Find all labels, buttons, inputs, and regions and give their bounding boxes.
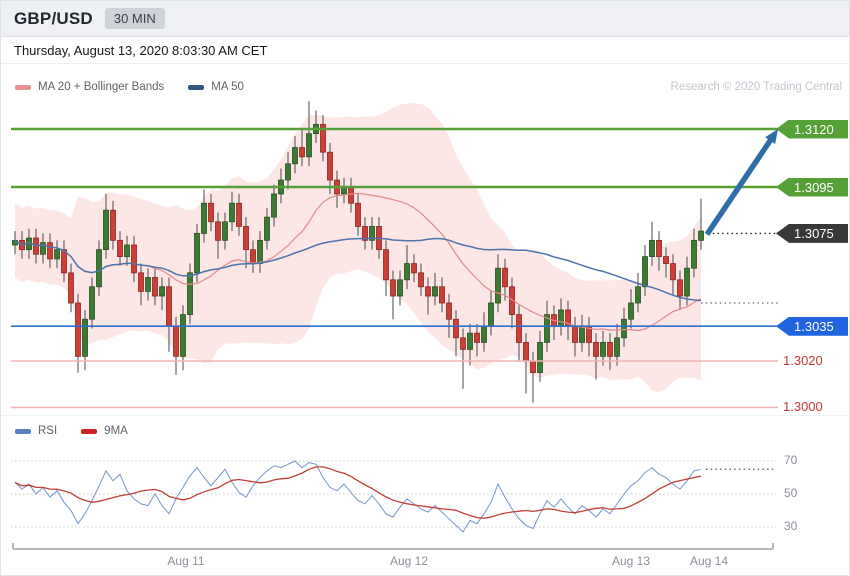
price-label-support-1-3020: 1.3020 [783, 353, 823, 368]
legend-item-rsi: RSI [15, 425, 57, 437]
x-axis-label-aug13: Aug 13 [611, 554, 651, 568]
rsi-axis-label-30: 30 [784, 519, 798, 533]
x-axis-label-aug14: Aug 14 [689, 554, 729, 568]
symbol-title: GBP/USD [14, 8, 93, 28]
price-tag-support-1-3035: 1.3035 [776, 316, 848, 336]
price-tag-last-price-1-3075: 1.3075 [776, 223, 848, 243]
rsi-swatch-icon [15, 428, 31, 434]
rsi-label: RSI [38, 425, 58, 437]
research-watermark: Research © 2020 Trading Central [670, 81, 842, 93]
x-axis-label-aug12: Aug 12 [389, 554, 429, 568]
nine-ma-label: 9MA [104, 425, 128, 437]
ma20-bollinger-label: MA 20 + Bollinger Bands [38, 81, 165, 93]
rsi-axis-label-70: 70 [784, 453, 798, 467]
chart-header: GBP/USD 30 MIN [1, 1, 849, 37]
x-axis-label-aug11: Aug 11 [167, 554, 205, 568]
timeframe-badge[interactable]: 30 MIN [104, 8, 165, 29]
panel-divider [1, 415, 849, 416]
rsi-panel-legend: RSI 9MA [15, 425, 152, 437]
price-tag-resistance-1-3095: 1.3095 [776, 177, 848, 197]
chart-timestamp: Thursday, August 13, 2020 8:03:30 AM CET [14, 42, 268, 58]
ma20-bollinger-swatch-icon [15, 84, 31, 90]
legend-item-9ma: 9MA [81, 425, 128, 437]
ma50-label: MA 50 [211, 81, 244, 93]
price-label-support-1-3000: 1.3000 [783, 399, 823, 415]
chart-timestamp-bar: Thursday, August 13, 2020 8:03:30 AM CET [1, 37, 849, 64]
main-chart-legend: MA 20 + Bollinger Bands MA 50 [15, 81, 268, 93]
legend-item-ma20-bollinger: MA 20 + Bollinger Bands [15, 81, 164, 93]
legend-item-ma50: MA 50 [188, 81, 244, 93]
price-tag-resistance-1-3120: 1.3120 [776, 119, 848, 139]
nine-ma-swatch-icon [81, 428, 98, 434]
ma50-swatch-icon [188, 84, 205, 90]
rsi-axis-label-50: 50 [784, 486, 798, 500]
